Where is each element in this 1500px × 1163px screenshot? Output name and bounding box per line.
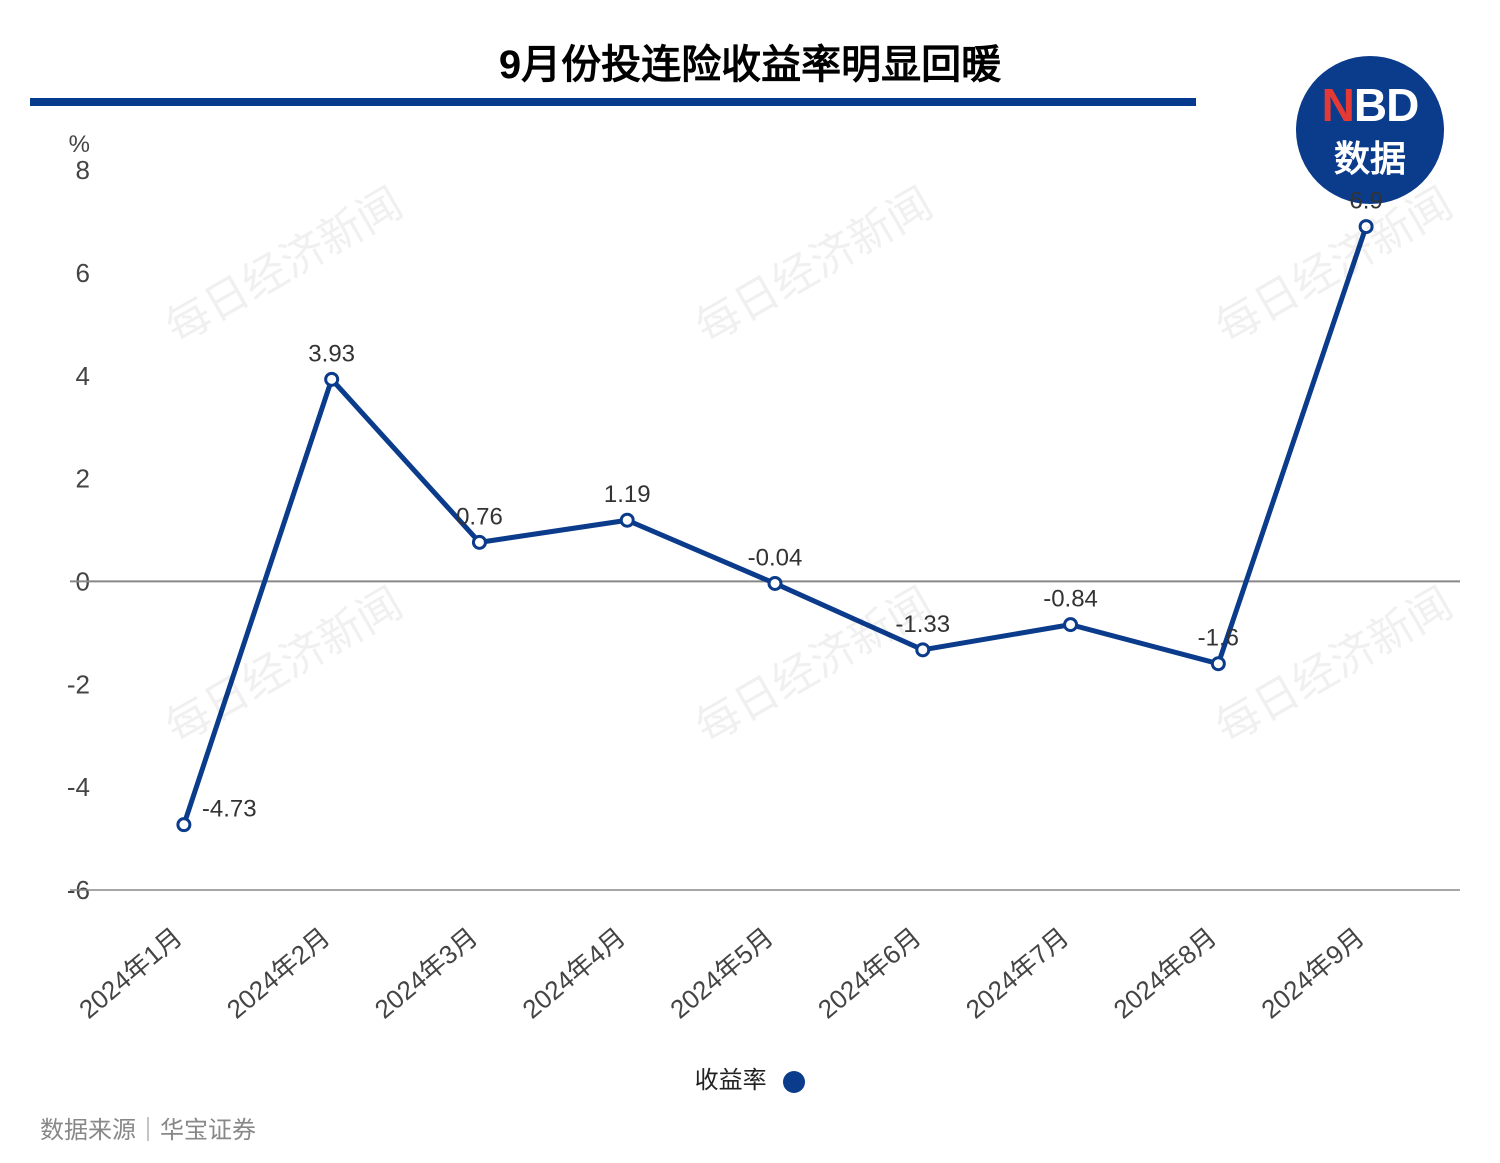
svg-text:-0.84: -0.84	[1043, 586, 1098, 613]
svg-text:0.76: 0.76	[456, 503, 503, 530]
svg-text:6.9: 6.9	[1349, 188, 1382, 215]
legend-dot	[783, 1071, 805, 1093]
svg-text:-4.73: -4.73	[202, 796, 257, 823]
chart-svg: -6-4-202468%-4.733.930.761.19-0.04-1.33-…	[0, 0, 1500, 1158]
legend: 收益率	[0, 1060, 1500, 1095]
svg-text:-4: -4	[67, 772, 90, 802]
svg-text:2024年7月: 2024年7月	[960, 922, 1075, 1025]
source-line: 数据来源｜华宝证券	[40, 1110, 256, 1145]
svg-text:3.93: 3.93	[308, 340, 355, 367]
legend-label: 收益率	[695, 1067, 767, 1094]
svg-text:2024年1月: 2024年1月	[73, 922, 188, 1025]
svg-text:2: 2	[76, 464, 90, 494]
svg-text:-2: -2	[67, 669, 90, 699]
svg-text:-0.04: -0.04	[748, 544, 803, 571]
svg-text:1.19: 1.19	[604, 481, 651, 508]
svg-text:2024年4月: 2024年4月	[517, 922, 632, 1025]
svg-text:2024年3月: 2024年3月	[369, 922, 484, 1025]
svg-text:2024年5月: 2024年5月	[664, 922, 779, 1025]
svg-text:2024年9月: 2024年9月	[1255, 922, 1370, 1025]
svg-text:2024年8月: 2024年8月	[1108, 922, 1223, 1025]
svg-text:6: 6	[76, 258, 90, 288]
chart-plot-area: -6-4-202468%-4.733.930.761.19-0.04-1.33-…	[0, 0, 1500, 1158]
svg-text:8: 8	[76, 155, 90, 185]
svg-text:2024年6月: 2024年6月	[812, 922, 927, 1025]
svg-text:-1.6: -1.6	[1198, 625, 1239, 652]
svg-text:2024年2月: 2024年2月	[221, 922, 336, 1025]
svg-text:%: %	[69, 131, 90, 158]
svg-text:4: 4	[76, 361, 90, 391]
svg-text:-1.33: -1.33	[895, 611, 950, 638]
